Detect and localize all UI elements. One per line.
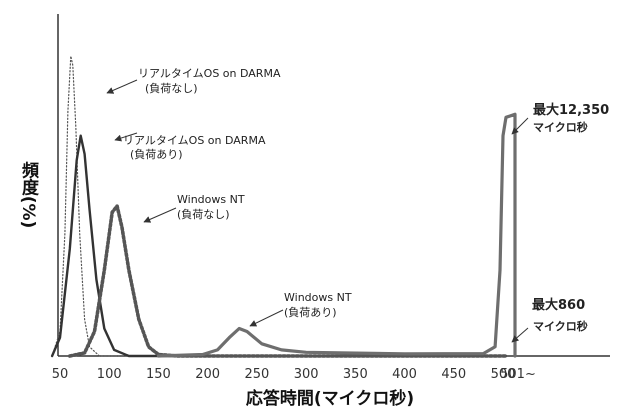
x-tick-label: 400 (392, 367, 417, 382)
x-tick-label: 500 (491, 367, 516, 382)
series-2-label-line2: (負荷なし) (177, 208, 230, 221)
series-layer (50, 55, 517, 358)
annotation-nt-load: Windows NT (負荷あり) (249, 291, 352, 327)
x-tick-label: 250 (244, 367, 269, 382)
series-line-0 (51, 55, 507, 357)
annotation-max-12350-subtext: マイクロ秒 (533, 120, 588, 134)
x-tick-label: 50 (52, 367, 69, 382)
annotation-rtos-load: リアルタイムOS on DARMA (負荷あり) (114, 132, 266, 161)
series-1-label-line2: (負荷あり) (130, 148, 183, 161)
series-0-label-line1: リアルタイムOS on DARMA (138, 67, 281, 80)
series-line-1 (50, 134, 508, 358)
x-tick-label: 100 (97, 367, 122, 382)
annotation-nt-noload: Windows NT (負荷なし) (143, 193, 245, 223)
x-axis-label: 応答時間(マイクロ秒) (246, 388, 414, 409)
annotation-max-860-text: 最大860 (532, 297, 585, 313)
series-3-label-line1: Windows NT (284, 291, 352, 304)
series-line-3 (156, 112, 517, 358)
series-1-label-line1: リアルタイムOS on DARMA (123, 134, 266, 147)
x-tick-label: 501~ (500, 367, 536, 382)
annotation-max-12350-text: 最大12,350 (533, 102, 609, 118)
y-axis-label: 頻度(%) (18, 161, 40, 229)
series-0-label-line2: (負荷なし) (145, 82, 198, 95)
x-tick-label: 300 (294, 367, 319, 382)
y-axis-label-text: 頻度(%) (18, 161, 40, 229)
x-tick-label: 350 (343, 367, 368, 382)
annotation-max-860-subtext: マイクロ秒 (533, 319, 588, 333)
x-tick-label: 200 (195, 367, 220, 382)
series-2-label-line1: Windows NT (177, 193, 245, 206)
annotation-max-860: 最大860 マイクロ秒 (511, 297, 588, 343)
annotation-rtos-noload: リアルタイムOS on DARMA (負荷なし) (106, 67, 281, 95)
series-line-2 (68, 204, 508, 358)
x-tick-label: 150 (146, 367, 171, 382)
annotation-max-12350: 最大12,350 マイクロ秒 (511, 102, 609, 135)
series-3-label-line2: (負荷あり) (284, 306, 337, 319)
x-tick-label: 450 (441, 367, 466, 382)
